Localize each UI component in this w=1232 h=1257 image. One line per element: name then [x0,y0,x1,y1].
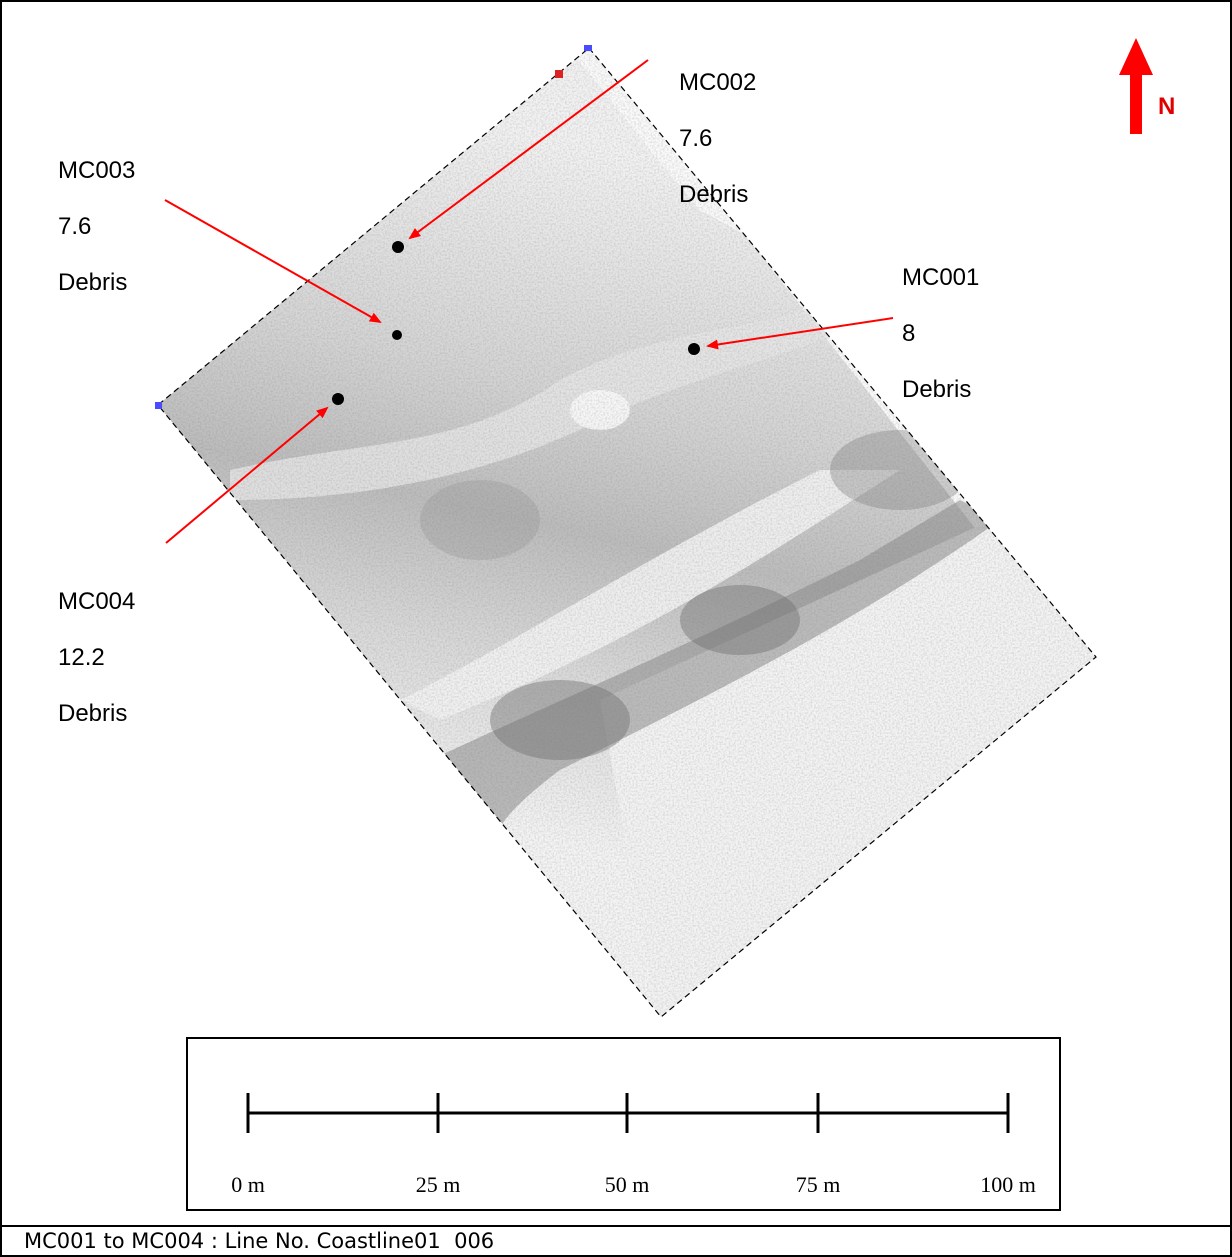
target-marker-mc002 [392,241,404,253]
target-label-mc001: MC001 8 Debris [902,236,979,432]
scale-label-50: 50 m [604,1172,650,1197]
target-id: MC003 [58,157,136,184]
arrow-mc001 [706,317,894,350]
sonar-swath [158,48,1096,1017]
target-type: Debris [58,700,128,727]
target-type: Debris [902,376,972,403]
target-label-mc004: MC004 12.2 Debris [58,560,135,756]
north-label: N [1158,93,1176,120]
corner-marker-blue [584,45,592,51]
target-id: MC004 [58,588,136,615]
caption-row: MC001 to MC004 : Line No. Coastline01 00… [0,1225,1232,1257]
survey-outline [157,47,1097,1018]
target-marker-mc003 [392,330,402,340]
target-value: 7.6 [679,125,713,152]
scale-label-25: 25 m [415,1172,461,1197]
target-label-mc002: MC002 7.6 Debris [679,41,756,237]
target-id: MC002 [679,69,757,96]
scale-label-100: 100 m [980,1172,1036,1197]
scale-label-75: 75 m [795,1172,841,1197]
scale-bar-graphic [246,1093,1010,1133]
target-value: 8 [902,320,916,347]
corner-marker-red [555,70,563,78]
target-type: Debris [58,269,128,296]
target-marker-mc004 [332,393,344,405]
north-arrow-icon [1119,38,1153,134]
arrow-mc002 [408,59,649,240]
target-label-mc003: MC003 7.6 Debris [58,129,135,325]
target-value: 7.6 [58,213,92,240]
corner-marker-blue-west [155,402,162,409]
target-id: MC001 [902,264,980,291]
target-marker-mc001 [688,343,700,355]
arrow-mc003 [164,199,382,323]
target-type: Debris [679,181,749,208]
target-value: 12.2 [58,644,105,671]
arrow-mc004 [165,406,329,544]
figure-caption: MC001 to MC004 : Line No. Coastline01 00… [24,1229,495,1253]
scale-bar: 0 m 25 m 50 m 75 m 100 m [186,1037,1061,1211]
scale-label-0: 0 m [231,1172,265,1197]
